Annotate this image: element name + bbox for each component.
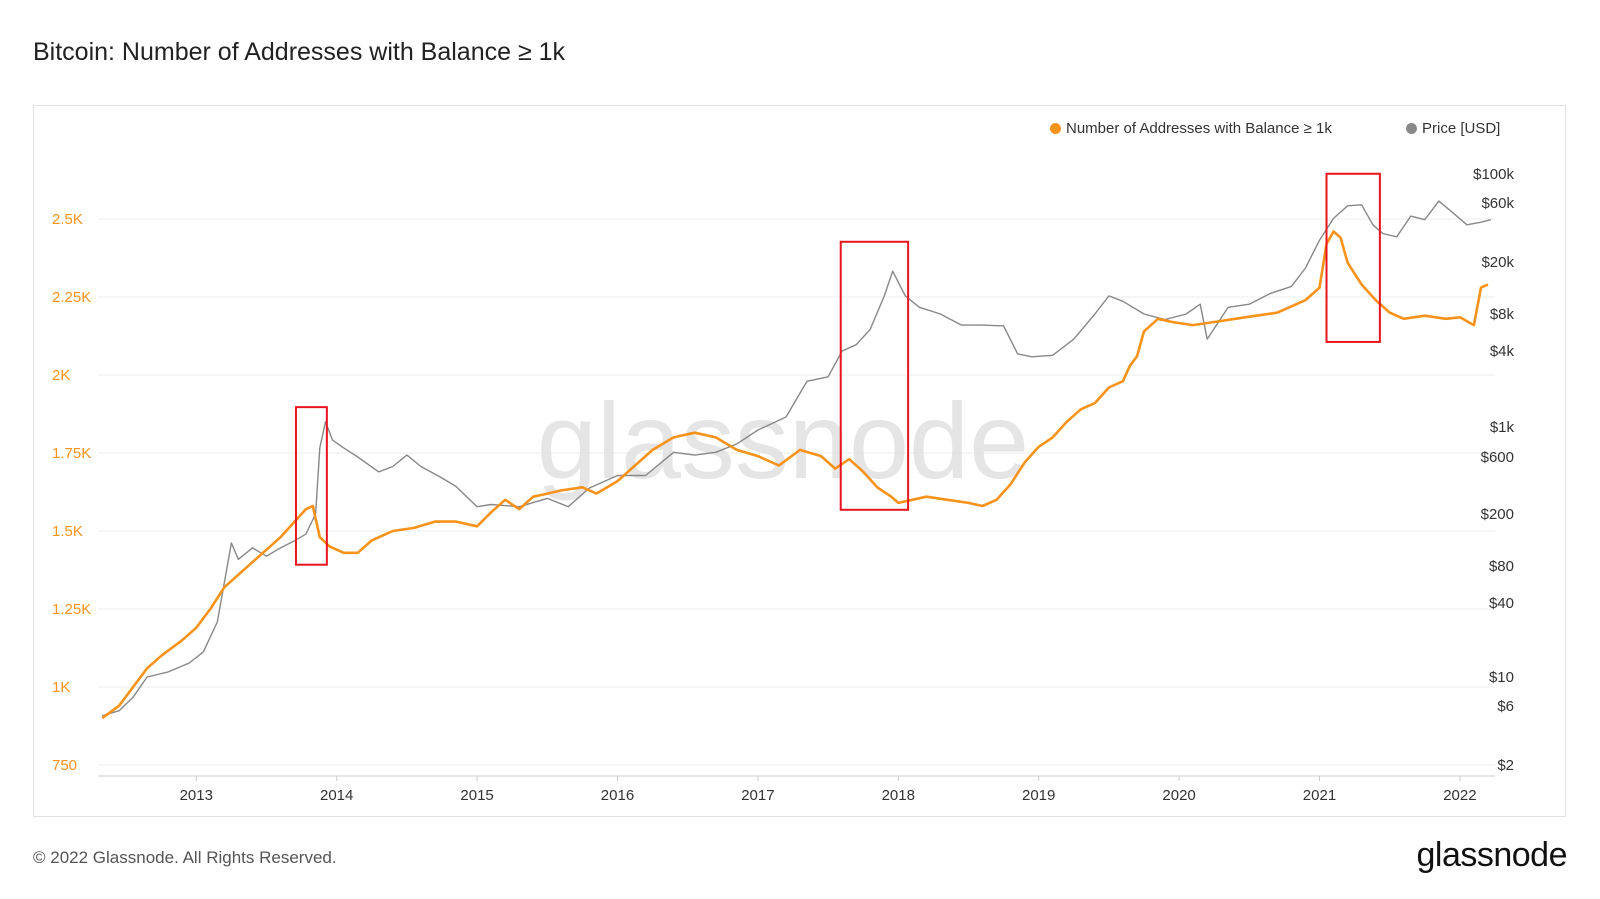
x-tick-2017: 2017 [741,787,774,804]
right-tick-1000: $1k [1490,419,1515,436]
x-tick-2014: 2014 [320,787,353,804]
right-axis-ticks: $2 $6 $10 $40 $80 $200 $600 $1k $4k $8k $20k $60k $1… [1473,166,1514,774]
left-tick-2250: 2.25K [52,289,91,306]
watermark: glassnode [537,380,1029,501]
series-price-line [101,200,1491,717]
x-tick-2019: 2019 [1022,787,1055,804]
highlight-box-1 [294,406,328,566]
right-tick-2: $2 [1497,757,1514,774]
right-tick-10: $10 [1489,669,1514,686]
x-tick-2020: 2020 [1162,787,1195,804]
right-tick-20000: $20k [1481,254,1514,271]
chart-title: Bitcoin: Number of Addresses with Balanc… [33,38,566,66]
legend-dot-price [1406,123,1417,134]
legend-item-price[interactable]: Price [USD] [1406,120,1500,137]
left-tick-2500: 2.5K [52,211,83,228]
right-tick-6: $6 [1497,698,1514,715]
x-tick-2022: 2022 [1443,787,1476,804]
legend-dot-addresses [1050,123,1061,134]
annotation-boxes [294,172,1381,566]
x-tick-2016: 2016 [601,787,634,804]
right-tick-40: $40 [1489,595,1514,612]
left-axis-ticks: 750 1K 1.25K 1.5K 1.75K 2K 2.25K 2.5K [52,211,91,774]
series-addresses-line [101,230,1489,720]
right-tick-60000: $60k [1481,195,1514,212]
left-tick-1750: 1.75K [52,445,91,462]
right-tick-200: $200 [1481,506,1514,523]
left-tick-750: 750 [52,757,77,774]
highlight-box-2 [839,240,910,511]
series-lines [101,200,1491,720]
x-tick-2018: 2018 [882,787,915,804]
right-tick-600: $600 [1481,449,1514,466]
x-tick-2021: 2021 [1303,787,1336,804]
brand-logo: glassnode [1416,836,1567,874]
legend-label-addresses: Number of Addresses with Balance ≥ 1k [1066,120,1332,137]
legend-label-price: Price [USD] [1422,120,1501,137]
right-tick-80: $80 [1489,558,1514,575]
x-tick-2013: 2013 [180,787,213,804]
x-axis-ticks: 2013 2014 2015 2016 2017 2018 2019 2020 2021 2022 [98,775,1495,804]
highlight-box-3 [1325,172,1381,343]
legend-item-addresses[interactable]: Number of Addresses with Balance ≥ 1k [1050,120,1332,137]
left-tick-1250: 1.25K [52,601,91,618]
right-tick-4000: $4k [1490,343,1515,360]
left-tick-1500: 1.5K [52,523,83,540]
x-tick-2015: 2015 [460,787,493,804]
right-tick-100000: $100k [1473,166,1514,183]
right-tick-8000: $8k [1490,306,1515,323]
chart-panel [33,105,1566,817]
copyright-text: © 2022 Glassnode. All Rights Reserved. [33,848,337,867]
left-tick-1000: 1K [52,679,70,696]
left-tick-2000: 2K [52,367,70,384]
